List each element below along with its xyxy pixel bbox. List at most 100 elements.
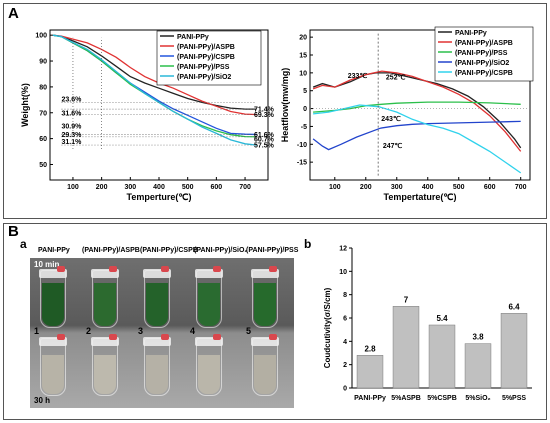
bar-5 (500, 313, 528, 389)
tga-ytick-label: 50 (39, 162, 47, 169)
dsc-legend-label-2: (PANI-PPy)/ASPB (455, 40, 513, 47)
tube-number-2: 2 (86, 326, 92, 336)
tube-bottom-1 (39, 334, 67, 396)
tga-loss-label: 23.6% (61, 96, 82, 103)
tube-bottom-2 (91, 334, 119, 396)
bar-ytick-label: 12 (339, 246, 347, 253)
tga-loss-label: 29.3% (61, 132, 82, 139)
tga-xtick-label: 600 (211, 184, 223, 191)
tube-top-2 (91, 266, 119, 328)
dsc-plot-frame (309, 29, 531, 181)
dsc-peak-annotation: 233℃ (348, 72, 368, 80)
tube-number-3: 3 (138, 326, 144, 336)
bar-value-label-2: 7 (404, 295, 409, 304)
bar-4 (464, 343, 492, 389)
bar-category-label-2: 5%ASPB (391, 395, 421, 402)
tga-ylabel: Weight(%) (20, 83, 30, 127)
tga-end-label: 57.5% (254, 143, 275, 150)
tga-ytick-label: 60 (39, 136, 47, 143)
tga-xlabel: Temperture(℃) (127, 192, 192, 202)
dsc-legend-label-4: (PANI-PPy)/SiO2 (455, 60, 509, 67)
bar-ytick-label: 8 (343, 292, 347, 299)
dsc-legend-label-1: PANI-PPy (455, 30, 487, 37)
dsc-ytick-label: -15 (297, 160, 307, 167)
bottom-time-label: 30 h (34, 396, 51, 405)
tga-legend-label-5: (PANI-PPy)/SiO2 (177, 74, 231, 81)
dsc-ytick-label: 5 (303, 88, 307, 95)
dsc-xlabel: Tempertature(℃) (384, 192, 457, 202)
tga-ytick-label: 90 (39, 59, 47, 66)
tga-end-label: 61.6% (254, 132, 275, 139)
tube-bottom-4 (195, 334, 223, 396)
dsc-xtick-label: 600 (484, 184, 496, 191)
dsc-legend-label-3: (PANI-PPy)/PSS (455, 50, 508, 57)
panel-b (3, 223, 547, 420)
tga-legend-box (156, 30, 262, 86)
bar-category-label-3: 5%CSPB (427, 395, 457, 402)
photo-title-1: PANI-PPy (38, 247, 70, 254)
sedimentation-photo: 10 min 30 h 1 2 3 4 5 (30, 258, 294, 408)
bar-ytick-label: 6 (343, 316, 347, 323)
tga-xtick-label: 700 (239, 184, 251, 191)
dsc-ytick-label: 10 (299, 70, 307, 77)
tga-loss-label: 31.1% (61, 139, 82, 146)
bar-category-label-1: PANI-PPy (354, 395, 386, 402)
bar-ytick-label: 0 (343, 386, 347, 393)
bar-value-label-4: 3.8 (472, 333, 484, 342)
bar-value-label-1: 2.8 (364, 344, 376, 353)
dsc-xtick-label: 500 (453, 184, 465, 191)
tube-bottom-5 (251, 334, 279, 396)
photo-title-5: (PANI-PPy)/PSS (246, 247, 299, 254)
tga-loss-label: 30.9% (61, 124, 82, 131)
tga-xtick-label: 400 (153, 184, 165, 191)
panel-b-label: B (8, 223, 19, 240)
tube-top-4 (195, 266, 223, 328)
bar-ytick-label: 2 (343, 362, 347, 369)
dsc-chart: 100 200 300 400 500 600 700 -15 -10 -5 0 5 10 15 20 Tem… (280, 26, 534, 202)
photo-title-4: (PANI-PPy)/SiO₂ (194, 247, 248, 254)
bar-sublabel: b (304, 237, 312, 251)
bar-category-label-4: 5%SiO₂ (465, 395, 490, 402)
bar-value-label-3: 5.4 (436, 314, 448, 323)
tga-ytick-label: 80 (39, 84, 47, 91)
tga-legend-label-1: PANI-PPy (177, 34, 209, 41)
bar-ylabel: Coudcutivity(σ/S/cm) (323, 287, 332, 368)
dsc-xtick-label: 700 (515, 184, 527, 191)
tga-series-line-1 (52, 34, 257, 110)
dsc-legend-label-5: (PANI-PPy)/CSPB (455, 70, 513, 77)
bar-1 (356, 355, 384, 389)
panel-a-label: A (8, 5, 19, 22)
tube-top-1 (39, 266, 67, 328)
bar-2 (392, 306, 420, 389)
tube-top-3 (143, 266, 171, 328)
tube-bottom-3 (143, 334, 171, 396)
top-time-label: 10 min (34, 260, 60, 269)
dsc-peak-annotation: 247℃ (383, 142, 403, 150)
tga-chart: 100 200 300 400 500 600 700 50 60 70 80 90 100 Temper… (20, 29, 275, 202)
dsc-series-line-1 (312, 72, 522, 149)
dsc-ytick-label: -10 (297, 142, 307, 149)
dsc-ytick-label: 0 (303, 106, 307, 113)
dsc-ylabel: Heatflow(mw/mg) (280, 68, 290, 143)
dsc-series-line-5 (313, 104, 522, 174)
tga-xtick-label: 100 (67, 184, 79, 191)
photo-sublabel: a (20, 237, 27, 251)
tga-ytick-label: 70 (39, 110, 47, 117)
dsc-xtick-label: 100 (329, 184, 341, 191)
photo-title-3: (PANI-PPy)/CSPB (140, 247, 198, 254)
conductivity-bar-chart: 0 2 4 6 8 10 12 Coudcutivity(σ/S/cm) 2.8 PANI-PPy… (323, 246, 532, 402)
dsc-ytick-label: 15 (299, 53, 307, 60)
tga-ytick-label: 100 (35, 33, 47, 40)
tube-number-4: 4 (190, 326, 196, 336)
dsc-ytick-label: 20 (299, 35, 307, 42)
tga-legend-label-4: (PANI-PPy)/PSS (177, 64, 230, 71)
dsc-xtick-label: 200 (360, 184, 372, 191)
tube-top-5 (251, 266, 279, 328)
tube-number-5: 5 (246, 326, 252, 336)
dsc-peak-annotation: 243℃ (381, 115, 401, 123)
bar-category-label-5: 5%PSS (502, 395, 526, 402)
bar-ytick-label: 10 (339, 269, 347, 276)
bar-3 (428, 324, 456, 389)
tube-number-1: 1 (34, 326, 40, 336)
bar-ytick-label: 4 (343, 339, 347, 346)
